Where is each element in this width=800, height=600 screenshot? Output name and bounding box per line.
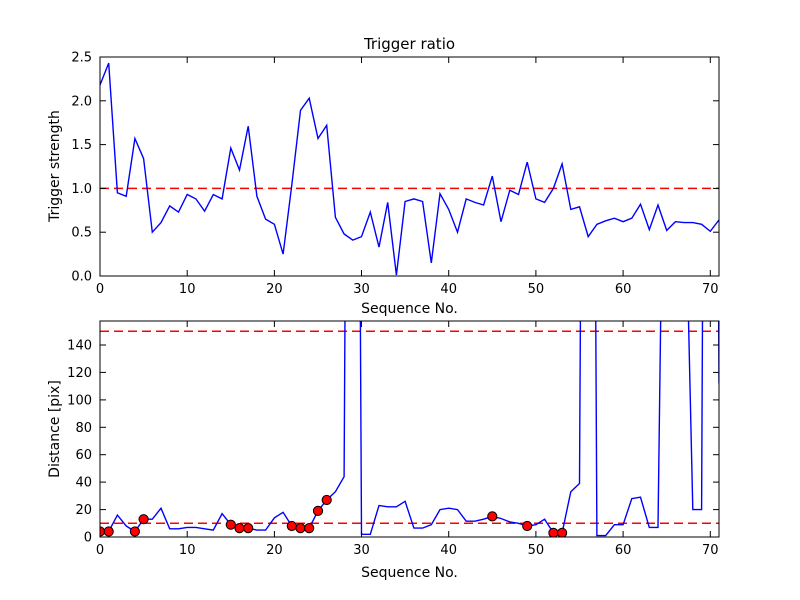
y-tick-label: 1.0: [71, 182, 92, 197]
marker-dot: [312, 505, 324, 516]
data-line: [100, 321, 719, 537]
top-yaxis-label: Trigger strength: [47, 110, 63, 222]
bottom-yaxis-label: Distance [pix]: [47, 380, 63, 478]
x-tick-label: 10: [179, 282, 196, 297]
x-tick-label: 20: [266, 282, 283, 297]
y-tick-label: 120: [67, 366, 92, 381]
y-tick-label: 40: [75, 476, 92, 491]
marker-dot: [548, 527, 559, 537]
x-tick-label: 40: [440, 282, 457, 297]
x-tick-label: 70: [702, 282, 719, 297]
top-xaxis-label: Sequence No.: [361, 301, 458, 317]
spines: [99, 56, 720, 277]
y-tick-label: 140: [67, 339, 92, 354]
x-tick-label: 60: [615, 282, 632, 297]
x-tick-label: 20: [266, 543, 283, 558]
marker-dot: [234, 523, 245, 534]
marker-dot: [295, 523, 306, 534]
subplot-trigger-ratio: 0 10 20 30 40 50 60 70 0.0 0.5 1.0 1.5 2.0 2.5: [71, 51, 720, 297]
marker-dot: [487, 511, 498, 522]
x-tick-label: 70: [702, 543, 719, 558]
y-tick-label: 80: [75, 421, 92, 436]
marker-dot: [557, 527, 568, 537]
x-tick-label: 50: [528, 282, 545, 297]
subplot-distance: 0 10 20 30 40 50 60 70 0 20 40 60 80 100 120 140: [67, 320, 720, 558]
marker-dot: [321, 494, 332, 506]
marker-dot: [103, 526, 114, 537]
chart-title: Trigger ratio: [363, 35, 456, 53]
x-tick-label: 30: [353, 282, 370, 297]
x-tick-label: 40: [440, 543, 457, 558]
marker-dot: [243, 523, 254, 534]
marker-dot: [304, 523, 315, 534]
data-line: [100, 62, 719, 276]
y-tick-label: 0: [84, 531, 92, 546]
x-tick-label: 50: [528, 543, 545, 558]
x-tick-label: 60: [615, 543, 632, 558]
marker-dot: [286, 520, 297, 532]
marker-dot: [138, 514, 149, 525]
y-tick-label: 100: [67, 393, 92, 408]
spines: [99, 320, 720, 538]
y-tick-label: 0.5: [71, 226, 92, 241]
bottom-xaxis-label: Sequence No.: [361, 565, 458, 581]
marker-dot: [129, 526, 140, 537]
x-tick-label: 0: [96, 282, 104, 297]
x-tick-label: 30: [353, 543, 370, 558]
y-tick-label: 1.5: [71, 138, 92, 153]
y-tick-label: 2.5: [71, 51, 92, 66]
marker-dot: [225, 519, 236, 530]
y-tick-label: 60: [75, 448, 92, 463]
x-tick-label: 0: [96, 543, 104, 558]
y-tick-label: 2.0: [71, 94, 92, 109]
y-tick-label: 20: [75, 503, 92, 518]
x-tick-label: 10: [179, 543, 196, 558]
marker-dot: [522, 520, 533, 532]
y-tick-label: 0.0: [71, 270, 92, 285]
